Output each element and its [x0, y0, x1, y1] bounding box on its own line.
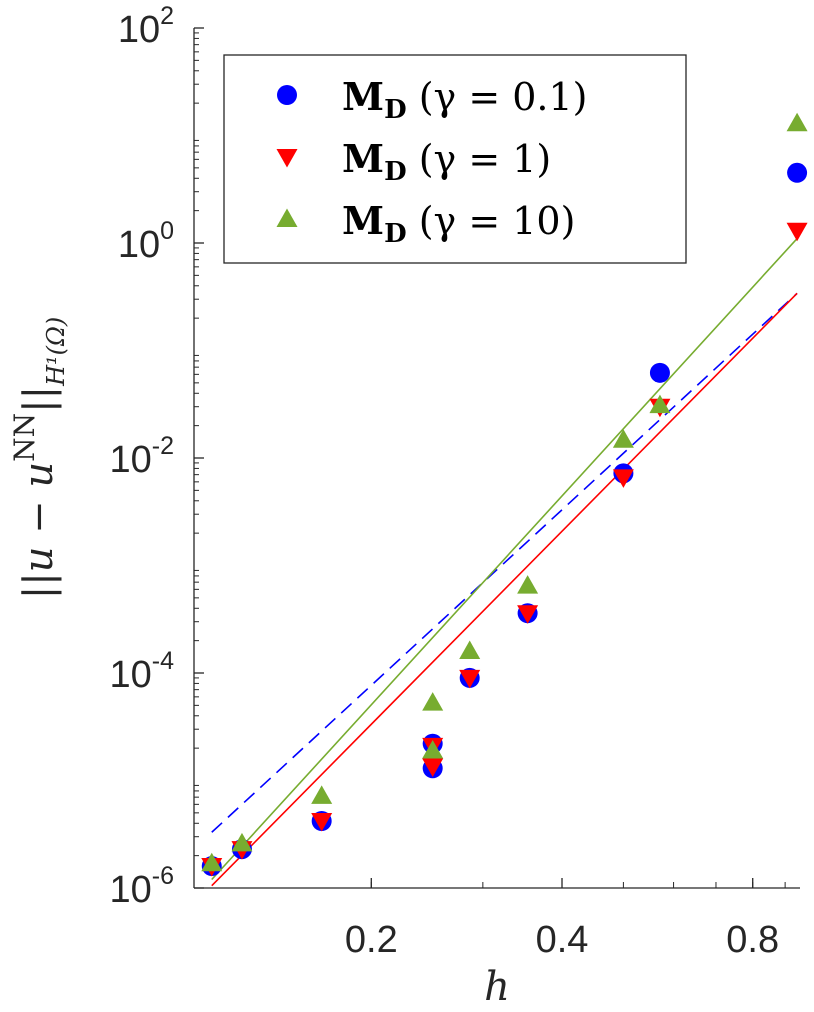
- x-tick-labels: 0.2 0.4 0.8: [345, 919, 779, 961]
- data-point-series-3: [612, 429, 634, 448]
- data-point-series-2: [311, 813, 333, 832]
- y-axis-title: ||u − uNN||H¹(Ω): [8, 317, 70, 600]
- x-axis-title: h: [484, 964, 510, 1010]
- data-point-series-3: [422, 740, 444, 759]
- major-ticks: [194, 27, 754, 889]
- data-point-series-2: [517, 605, 539, 624]
- data-point-series-3: [422, 692, 444, 711]
- legend-marker-series-3: [276, 208, 298, 227]
- fit-lines: [211, 238, 798, 887]
- fit-line-series-3: [211, 238, 798, 881]
- y-tick-label: 102: [118, 2, 174, 51]
- legend-label-series-1: MD (γ = 0.1): [342, 74, 588, 125]
- data-point-series-2: [422, 758, 444, 777]
- y-tick-label: 10-6: [109, 862, 174, 911]
- x-tick-label: 0.4: [536, 919, 589, 961]
- fit-line-series-2: [211, 292, 798, 887]
- data-point-series-3: [201, 852, 223, 872]
- y-title-superscript: NN: [8, 413, 41, 462]
- x-tick-label: 0.8: [726, 919, 779, 961]
- data-point-series-1: [787, 162, 808, 183]
- fit-line-series-1: [211, 292, 798, 833]
- y-title-norm-open: ||u − u: [16, 462, 62, 599]
- y-tick-label: 100: [118, 217, 174, 266]
- data-point-series-2: [786, 222, 808, 242]
- x-tick-label: 0.2: [345, 919, 398, 961]
- legend-label-series-3: MD (γ = 10): [342, 198, 575, 249]
- legend-marker-series-2: [276, 149, 298, 168]
- minor-ticks: [194, 32, 786, 888]
- legend-marker-series-1: [277, 85, 297, 105]
- data-point-series-3: [649, 394, 671, 414]
- data-point-series-2: [459, 669, 481, 689]
- data-point-series-3: [311, 785, 333, 804]
- y-tick-label: 10-2: [109, 432, 174, 481]
- legend: MD (γ = 0.1) MD (γ = 1) MD (γ = 10): [223, 54, 687, 264]
- y-tick-label: 10-4: [109, 647, 174, 696]
- data-point-series-3: [786, 112, 808, 132]
- legend-box: [223, 54, 687, 264]
- y-title-norm-close: ||: [16, 386, 62, 413]
- y-tick-labels: 10-6 10-4 10-2 100 102: [109, 2, 174, 911]
- data-point-series-3: [459, 640, 481, 660]
- legend-label-series-2: MD (γ = 1): [342, 136, 551, 187]
- data-point-series-3: [231, 832, 253, 852]
- data-point-series-1: [649, 362, 670, 383]
- data-markers: [201, 112, 808, 877]
- y-title-subscript: H¹(Ω): [42, 317, 70, 387]
- data-point-series-2: [612, 469, 634, 488]
- svg-text:||u − uNN||H¹(Ω): ||u − uNN||H¹(Ω): [8, 317, 70, 600]
- data-point-series-3: [517, 575, 539, 594]
